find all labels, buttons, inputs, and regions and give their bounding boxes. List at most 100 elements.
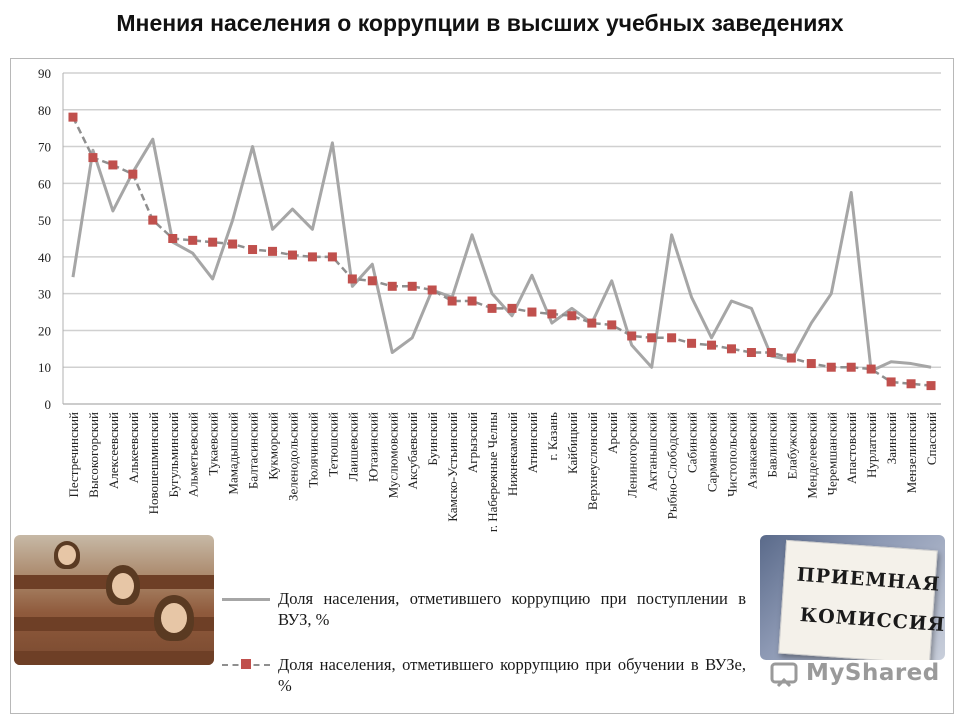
data-point-marker <box>387 281 397 291</box>
x-tick-label: Мамадышский <box>226 412 241 495</box>
y-tick-label: 70 <box>38 140 51 155</box>
x-tick-label: Кайбицкий <box>565 412 580 474</box>
line-chart: 0 10 20 30 40 50 60 70 80 90 Пестречинский Высокого… <box>38 66 941 532</box>
data-point-marker <box>906 379 916 389</box>
x-tick-label: Нурлатский <box>864 412 879 478</box>
x-tick-label: Нижнекамский <box>505 412 520 496</box>
data-point-marker <box>667 333 677 343</box>
y-tick-label: 0 <box>45 397 52 412</box>
watermark-text: MyShared <box>806 660 940 686</box>
x-tick-label: г. Казань <box>545 412 560 460</box>
student-figure <box>161 603 187 633</box>
x-tick-label: Лаишевский <box>345 412 360 481</box>
x-tick-label: Апастовский <box>844 412 859 484</box>
y-tick-label: 90 <box>38 66 51 81</box>
data-point-marker <box>407 281 417 291</box>
legend-square-marker-icon <box>241 659 251 669</box>
y-tick-label: 20 <box>38 323 51 338</box>
student-figure <box>58 545 76 565</box>
admission-sign: ПРИЕМНАЯ КОМИССИЯ <box>778 539 945 660</box>
data-point-marker <box>347 274 357 284</box>
x-tick-label: Аксубаевский <box>405 412 420 490</box>
x-tick-label: Спасский <box>924 412 939 465</box>
desk-row <box>14 651 214 665</box>
data-point-marker <box>766 348 776 358</box>
data-point-marker <box>567 311 577 321</box>
data-point-marker <box>587 318 597 328</box>
x-tick-label: Азнакаевский <box>744 412 759 489</box>
x-tick-label: Арский <box>605 412 620 454</box>
x-tick-label: Атнинский <box>525 412 540 473</box>
students-photo <box>14 535 214 665</box>
x-tick-label: Альметьевский <box>186 412 201 497</box>
x-tick-label: Агрызский <box>465 412 480 473</box>
data-point-marker <box>707 340 717 350</box>
data-point-marker <box>786 353 796 363</box>
sign-text-line2: КОМИССИЯ <box>799 604 945 637</box>
x-tick-label: Кукморский <box>266 412 281 480</box>
data-point-marker <box>487 303 497 313</box>
x-tick-label: Тукаевский <box>206 412 221 476</box>
x-tick-label: Новошешминский <box>146 412 161 514</box>
admission-office-photo: ПРИЕМНАЯ КОМИССИЯ <box>760 535 945 660</box>
sign-text-line1: ПРИЕМНАЯ <box>795 563 942 596</box>
y-tick-label: 10 <box>38 360 51 375</box>
data-point-marker <box>866 364 876 374</box>
y-tick-label: 50 <box>38 213 51 228</box>
data-point-marker <box>647 333 657 343</box>
x-tick-label: Рыбно-Слободский <box>665 412 680 519</box>
data-point-marker <box>168 234 178 243</box>
data-point-marker <box>846 362 856 372</box>
x-tick-label: Черемшанский <box>824 412 839 495</box>
data-point-marker <box>108 160 118 170</box>
data-point-marker <box>148 215 158 225</box>
y-tick-label: 30 <box>38 287 51 302</box>
data-point-marker <box>287 250 297 260</box>
x-tick-label: Менделеевский <box>804 412 819 499</box>
data-point-marker <box>507 303 517 313</box>
data-point-marker <box>607 320 617 330</box>
series-line-admission <box>71 137 932 373</box>
x-tick-label: Высокогорский <box>86 412 101 498</box>
x-tick-label: Заинский <box>884 412 899 464</box>
x-tick-label: Сабинский <box>685 412 700 473</box>
data-point-marker <box>627 331 637 341</box>
x-tick-label: Алькеевский <box>126 412 141 483</box>
myshared-logo-icon <box>770 662 798 688</box>
data-point-marker <box>228 239 238 249</box>
data-point-marker <box>926 381 936 391</box>
data-point-marker <box>726 344 736 354</box>
chart-frame: 0 10 20 30 40 50 60 70 80 90 Пестречинский Высокого… <box>10 58 954 714</box>
data-point-marker <box>88 153 98 163</box>
x-tick-label: Лениногорский <box>625 412 640 498</box>
x-tick-label: Сармановский <box>705 412 720 492</box>
y-tick-label: 40 <box>38 250 51 265</box>
x-tick-label: Чистопольский <box>724 412 739 497</box>
x-tick-label: г. Набережные Челны <box>485 412 500 532</box>
data-point-marker <box>447 296 457 306</box>
x-tick-label: Пестречинский <box>66 412 81 498</box>
legend-label: Доля населения, отметившего коррупцию пр… <box>278 655 746 695</box>
y-tick-label: 80 <box>38 103 51 118</box>
data-point-marker <box>826 362 836 372</box>
data-point-marker <box>427 285 437 295</box>
data-point-marker <box>547 309 557 319</box>
x-tick-label: Балтасинский <box>246 412 261 489</box>
data-point-marker <box>806 359 816 369</box>
series-line-study <box>71 116 932 387</box>
legend-label: Доля населения, отметившего коррупцию пр… <box>278 589 746 629</box>
x-tick-label: Верхнеуслонский <box>585 412 600 510</box>
data-point-marker <box>327 252 337 262</box>
x-tick-label: Елабужский <box>784 412 799 479</box>
data-point-marker <box>467 296 477 306</box>
x-tick-label: Камско-Устьинский <box>445 412 460 522</box>
x-tick-label: Тюлячинский <box>305 412 320 488</box>
data-point-marker <box>188 235 198 245</box>
data-point-marker <box>527 307 537 317</box>
student-figure <box>112 573 134 599</box>
data-point-marker <box>746 348 756 358</box>
x-tick-label: Буинский <box>425 412 440 466</box>
page-title: Мнения населения о коррупции в высших уч… <box>116 10 844 36</box>
x-tick-label: Ютазинский <box>365 412 380 482</box>
data-point-marker <box>248 245 258 255</box>
